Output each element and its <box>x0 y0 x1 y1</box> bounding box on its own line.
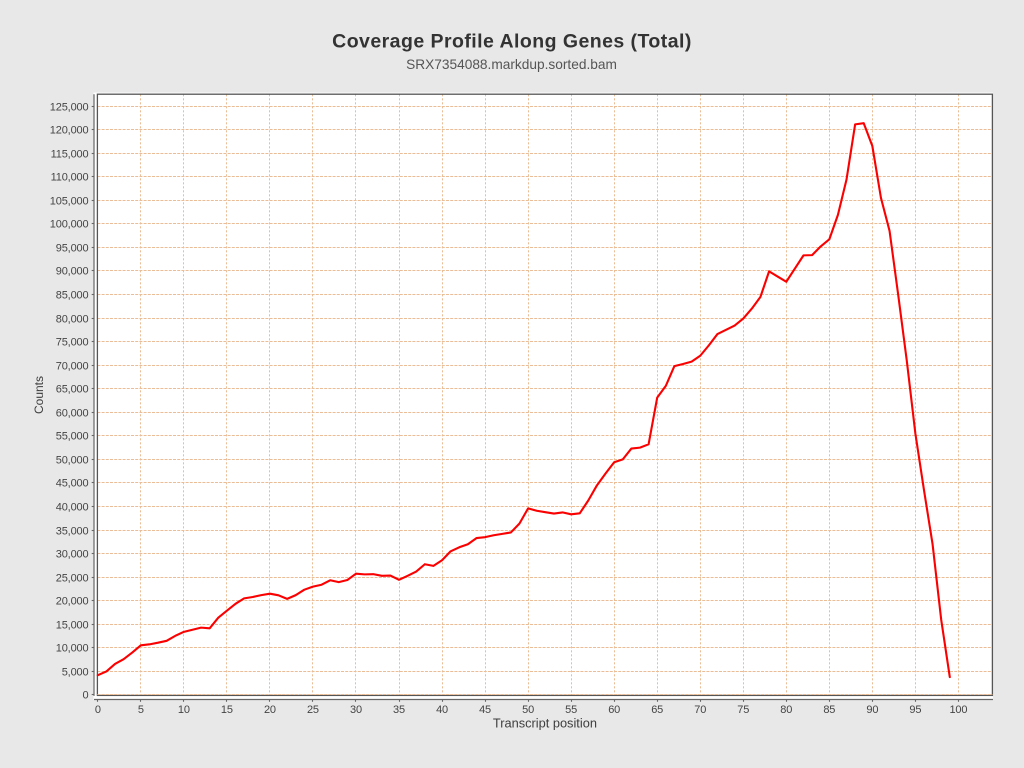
svg-text:80,000: 80,000 <box>56 314 89 326</box>
svg-text:45,000: 45,000 <box>56 478 89 490</box>
svg-text:50,000: 50,000 <box>56 455 89 467</box>
svg-text:60: 60 <box>608 704 620 716</box>
svg-text:125,000: 125,000 <box>50 102 89 114</box>
svg-text:45: 45 <box>479 704 491 716</box>
svg-text:75: 75 <box>737 704 749 716</box>
svg-text:25,000: 25,000 <box>56 573 89 585</box>
svg-text:0: 0 <box>95 704 101 716</box>
svg-text:70: 70 <box>694 704 706 716</box>
svg-text:15,000: 15,000 <box>56 620 89 632</box>
svg-text:0: 0 <box>83 690 89 702</box>
svg-text:90: 90 <box>866 704 878 716</box>
svg-text:35,000: 35,000 <box>56 526 89 538</box>
svg-text:60,000: 60,000 <box>56 408 89 420</box>
svg-text:Counts: Counts <box>32 376 46 414</box>
svg-text:110,000: 110,000 <box>51 172 89 184</box>
svg-text:65: 65 <box>651 704 663 716</box>
svg-text:100,000: 100,000 <box>50 219 89 231</box>
svg-text:SRX7354088.markdup.sorted.bam: SRX7354088.markdup.sorted.bam <box>406 57 617 72</box>
svg-text:40,000: 40,000 <box>56 502 89 514</box>
svg-text:10,000: 10,000 <box>56 643 89 655</box>
svg-text:80: 80 <box>780 704 792 716</box>
svg-text:75,000: 75,000 <box>56 337 89 349</box>
svg-text:Transcript position: Transcript position <box>493 716 597 731</box>
svg-text:15: 15 <box>221 704 233 716</box>
svg-text:90,000: 90,000 <box>56 266 89 278</box>
svg-text:85: 85 <box>823 704 835 716</box>
svg-text:95,000: 95,000 <box>56 243 89 255</box>
svg-text:25: 25 <box>307 704 319 716</box>
svg-text:40: 40 <box>436 704 448 716</box>
svg-text:30: 30 <box>350 704 362 716</box>
svg-text:70,000: 70,000 <box>56 361 89 373</box>
svg-text:115,000: 115,000 <box>51 149 89 161</box>
svg-text:30,000: 30,000 <box>56 549 89 561</box>
svg-text:20: 20 <box>264 704 276 716</box>
svg-text:120,000: 120,000 <box>50 125 89 137</box>
svg-text:55: 55 <box>565 704 577 716</box>
svg-text:105,000: 105,000 <box>50 196 89 208</box>
svg-text:20,000: 20,000 <box>56 596 89 608</box>
svg-text:55,000: 55,000 <box>56 431 89 443</box>
svg-text:65,000: 65,000 <box>56 384 89 396</box>
svg-text:85,000: 85,000 <box>56 290 89 302</box>
svg-text:50: 50 <box>522 704 534 716</box>
svg-text:Coverage Profile Along Genes (: Coverage Profile Along Genes (Total) <box>332 31 692 53</box>
svg-text:35: 35 <box>393 704 405 716</box>
svg-text:5: 5 <box>138 704 144 716</box>
svg-text:100: 100 <box>949 704 967 716</box>
svg-text:5,000: 5,000 <box>62 667 89 679</box>
svg-text:95: 95 <box>909 704 921 716</box>
svg-text:10: 10 <box>178 704 190 716</box>
